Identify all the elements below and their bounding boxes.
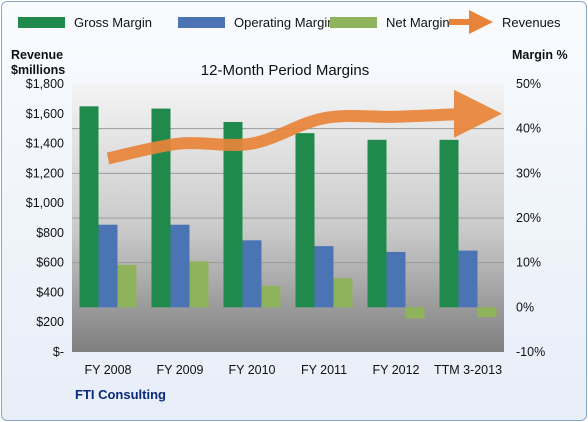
left-axis-title-unit: $millions (11, 63, 65, 77)
left-tick-label: $400 (36, 285, 64, 299)
left-tick-label: $1,200 (26, 166, 64, 180)
legend-swatch-gross-margin (18, 17, 65, 28)
left-tick-label: $1,600 (26, 107, 64, 121)
left-tick-label: $200 (36, 315, 64, 329)
x-tick-label: FY 2010 (228, 363, 275, 377)
bar-operating-margin (458, 250, 478, 308)
right-tick-label: 0% (516, 300, 534, 314)
legend-swatch-operating-margin (178, 17, 225, 28)
left-axis-ticks: $- $200 $400 $600 $800 $1,000 $1,200 $1,400 $1,6… (26, 77, 64, 359)
left-tick-label: $1,000 (26, 196, 64, 210)
bar-gross-margin (439, 139, 459, 308)
x-axis-ticks: FY 2008 FY 2009 FY 2010 FY 2011 FY 2012 TTM 3… (84, 363, 502, 377)
bar-operating-margin (386, 251, 406, 308)
legend-label-net-margin: Net Margin (386, 15, 450, 30)
legend-label-gross-margin: Gross Margin (74, 15, 152, 30)
right-tick-label: 10% (516, 256, 541, 270)
right-tick-label: 40% (516, 122, 541, 136)
bar-operating-margin (314, 246, 334, 308)
bar-gross-margin (79, 106, 99, 308)
bar-operating-margin (98, 224, 118, 308)
bar-operating-margin (242, 240, 262, 308)
legend: Gross Margin Operating Margin Net Margin Re… (18, 10, 561, 34)
legend-swatch-net-margin (330, 17, 377, 28)
bar-gross-margin (223, 121, 243, 308)
left-tick-label: $1,800 (26, 77, 64, 91)
bar-gross-margin (295, 133, 315, 308)
left-tick-label: $- (53, 345, 64, 359)
bar-net-margin (189, 261, 209, 308)
revenue-line-group (106, 89, 502, 165)
legend-label-revenues: Revenues (502, 15, 561, 30)
right-axis-title: Margin % (512, 48, 568, 62)
x-tick-label: FY 2008 (84, 363, 131, 377)
bar-net-margin (117, 264, 137, 308)
bar-net-margin (333, 278, 353, 308)
left-tick-label: $1,400 (26, 137, 64, 151)
x-tick-label: FY 2009 (156, 363, 203, 377)
chart-title: 12-Month Period Margins (201, 62, 369, 79)
x-tick-label: TTM 3-2013 (434, 363, 502, 377)
right-tick-label: 30% (516, 166, 541, 180)
x-tick-label: FY 2011 (301, 363, 347, 377)
x-tick-label: FY 2012 (372, 363, 419, 377)
right-tick-label: 50% (516, 77, 541, 91)
legend-label-operating-margin: Operating Margin (234, 15, 334, 30)
bar-net-margin (405, 307, 425, 319)
bar-gross-margin (367, 139, 387, 308)
bars (79, 106, 497, 319)
bar-net-margin (477, 307, 497, 318)
right-tick-label: 20% (516, 211, 541, 225)
bar-gross-margin (151, 108, 171, 308)
left-axis-title: Revenue (11, 48, 63, 62)
left-tick-label: $600 (36, 256, 64, 270)
series-revenues (106, 89, 502, 165)
left-tick-label: $800 (36, 226, 64, 240)
bar-net-margin (261, 285, 281, 308)
right-axis-ticks: -10% 0% 10% 20% 30% 40% 50% (516, 77, 545, 359)
company-name: FTI Consulting (75, 387, 166, 402)
bar-operating-margin (170, 224, 190, 308)
right-tick-label: -10% (516, 345, 545, 359)
